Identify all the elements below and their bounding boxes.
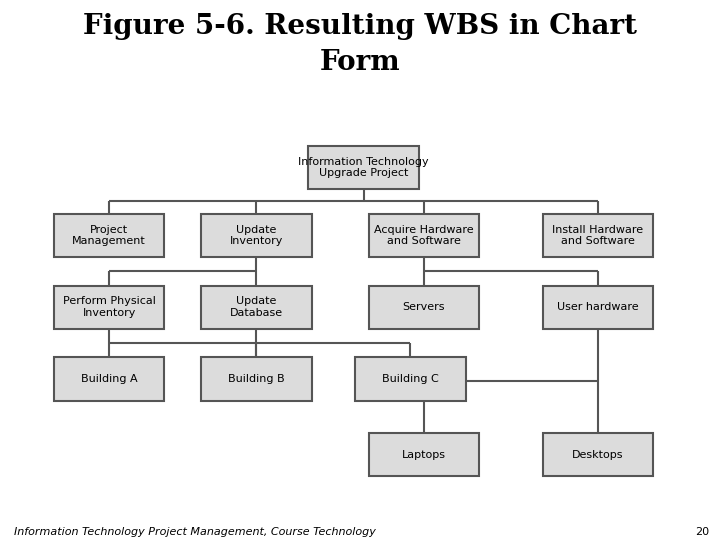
Text: Servers: Servers	[402, 302, 445, 312]
FancyBboxPatch shape	[543, 433, 653, 476]
FancyBboxPatch shape	[369, 433, 479, 476]
Text: Figure 5-6. Resulting WBS in Chart: Figure 5-6. Resulting WBS in Chart	[83, 14, 637, 40]
FancyBboxPatch shape	[54, 286, 164, 329]
Text: Project
Management: Project Management	[72, 225, 146, 246]
Text: Perform Physical
Inventory: Perform Physical Inventory	[63, 296, 156, 318]
FancyBboxPatch shape	[543, 214, 653, 257]
Text: Update
Inventory: Update Inventory	[230, 225, 283, 246]
FancyBboxPatch shape	[369, 214, 479, 257]
FancyBboxPatch shape	[201, 214, 312, 257]
Text: 20: 20	[695, 527, 709, 537]
FancyBboxPatch shape	[201, 286, 312, 329]
FancyBboxPatch shape	[369, 286, 479, 329]
Text: Information Technology Project Management, Course Technology: Information Technology Project Managemen…	[14, 527, 377, 537]
Text: Information Technology
Upgrade Project: Information Technology Upgrade Project	[298, 157, 429, 178]
Text: Laptops: Laptops	[402, 450, 446, 460]
FancyBboxPatch shape	[308, 146, 419, 189]
Text: Building B: Building B	[228, 374, 285, 384]
FancyBboxPatch shape	[543, 286, 653, 329]
Text: Desktops: Desktops	[572, 450, 624, 460]
FancyBboxPatch shape	[355, 357, 466, 401]
Text: Acquire Hardware
and Software: Acquire Hardware and Software	[374, 225, 474, 246]
Text: Form: Form	[320, 49, 400, 76]
FancyBboxPatch shape	[54, 214, 164, 257]
Text: Update
Database: Update Database	[230, 296, 283, 318]
FancyBboxPatch shape	[201, 357, 312, 401]
Text: Building A: Building A	[81, 374, 138, 384]
FancyBboxPatch shape	[54, 357, 164, 401]
Text: Install Hardware
and Software: Install Hardware and Software	[552, 225, 644, 246]
Text: User hardware: User hardware	[557, 302, 639, 312]
Text: Building C: Building C	[382, 374, 439, 384]
